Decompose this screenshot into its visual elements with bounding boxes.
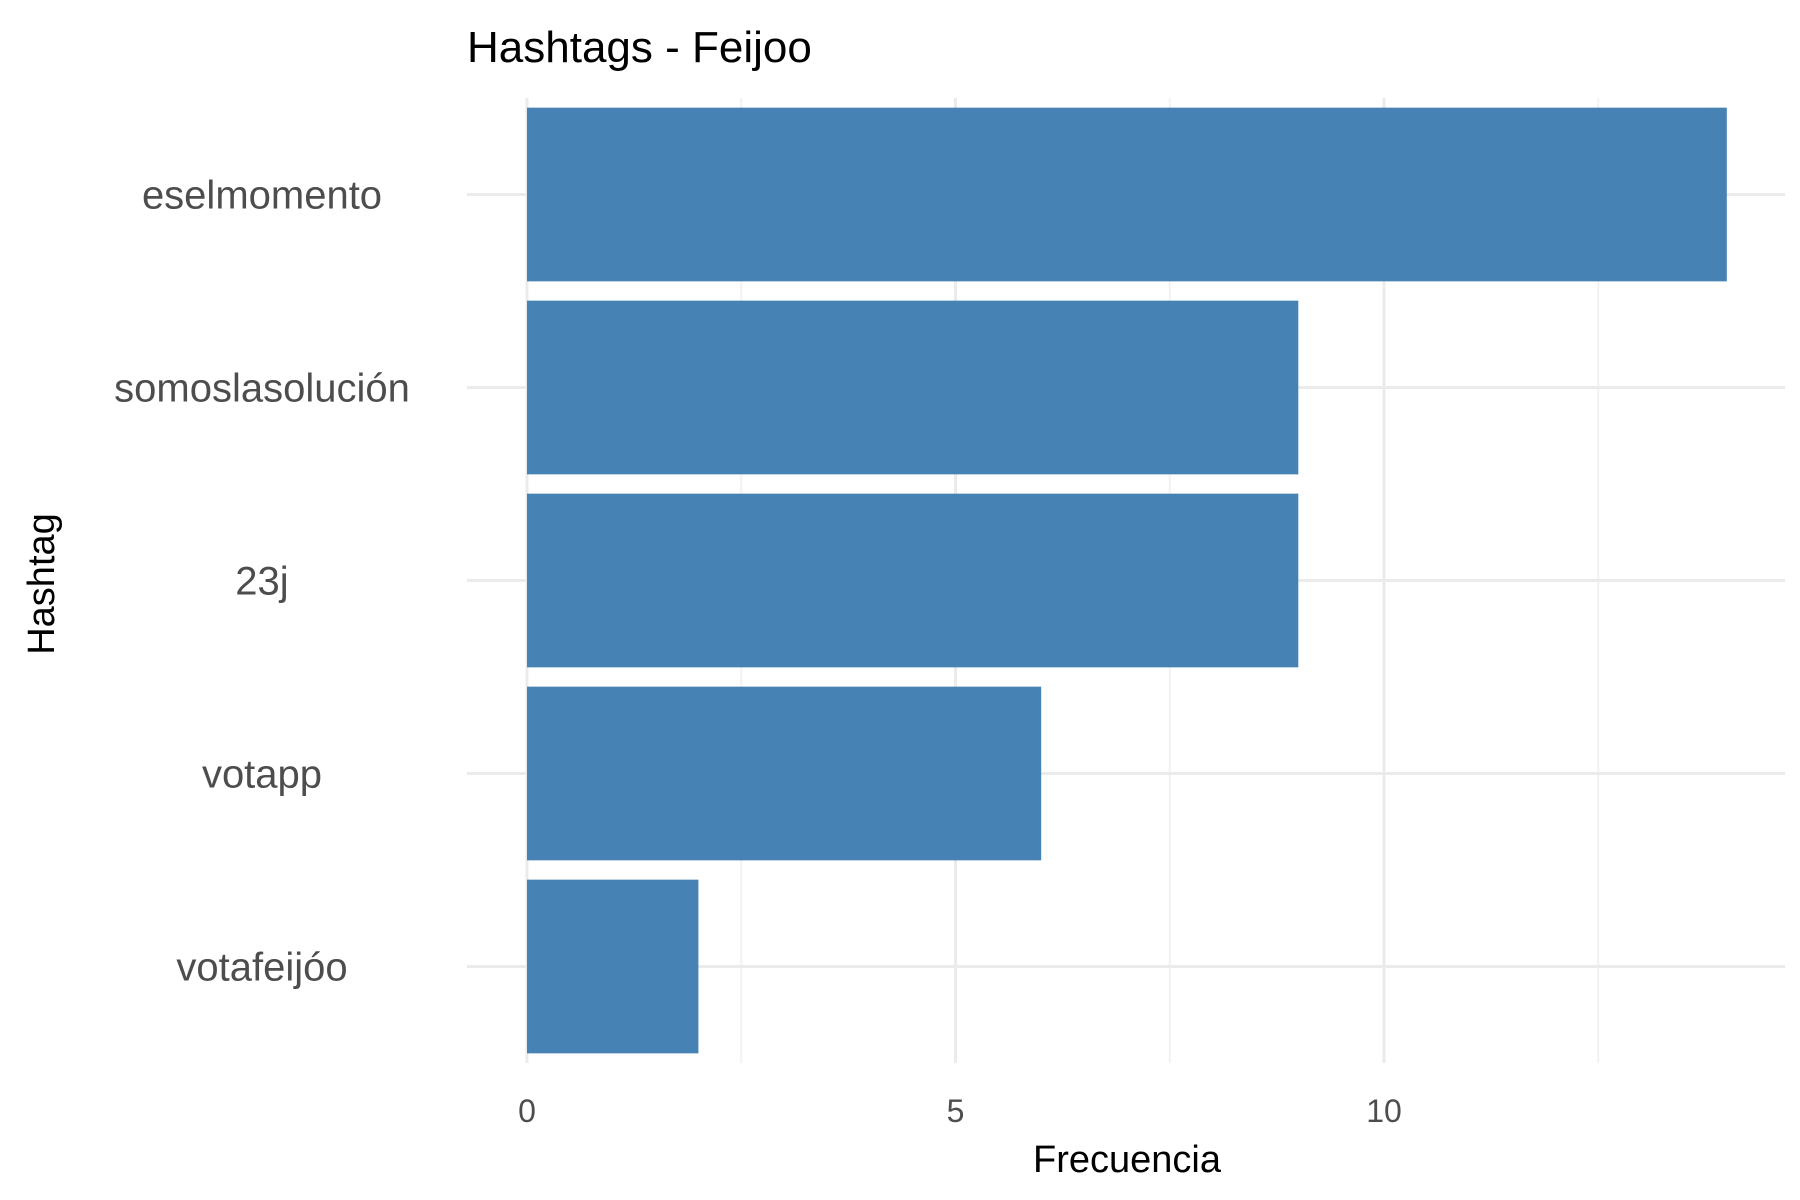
x-tick-label: 10 — [1366, 1093, 1402, 1129]
x-axis-title: Frecuencia — [1033, 1139, 1222, 1181]
bar-2 — [527, 493, 1299, 668]
bar-1 — [527, 300, 1299, 475]
y-axis-title: Hashtag — [21, 513, 63, 655]
category-label: 23j — [235, 560, 288, 604]
bar-0 — [527, 107, 1727, 282]
label-layer: 0 5 10 eselmomento somoslasolución 23j votapp v… — [114, 174, 1402, 1130]
category-label: somoslasolución — [114, 367, 410, 411]
x-tick-label: 0 — [518, 1093, 536, 1129]
bar-layer — [527, 107, 1727, 1054]
category-label: eselmomento — [142, 174, 382, 218]
x-tick-label: 5 — [947, 1093, 965, 1129]
bar-3 — [527, 686, 1042, 861]
category-label: votafeijóo — [176, 946, 347, 990]
category-label: votapp — [202, 753, 322, 797]
bar-4 — [527, 879, 699, 1054]
chart-title: Hashtags - Feijoo — [467, 23, 812, 72]
